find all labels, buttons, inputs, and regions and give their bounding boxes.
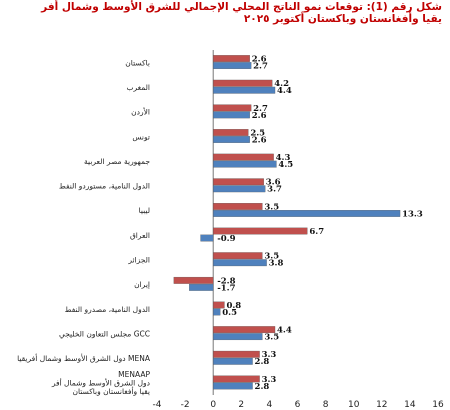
bar (213, 160, 277, 168)
bar (213, 308, 221, 316)
x-tick-label: 10 (348, 400, 360, 410)
data-label: 0.5 (222, 308, 237, 318)
category-label: جمهورية مصر العربية (84, 157, 150, 166)
bar (213, 55, 250, 62)
category-label: دول الشرق الأوسط وشمال أفر (51, 378, 150, 388)
data-label: 2.8 (255, 382, 270, 392)
data-label: 2.7 (253, 62, 268, 72)
category-label: مجلس التعاون الخليجي GCC (59, 329, 150, 338)
bar (213, 252, 263, 260)
category-label: الجزائر (127, 255, 150, 264)
category-label: الدول النامية، مستوردو النفط (59, 182, 150, 191)
category-label: تونس (132, 132, 150, 141)
x-tick-label: 4 (267, 400, 273, 410)
bar (213, 301, 225, 309)
bar (213, 350, 260, 358)
x-tick-label: 6 (295, 400, 301, 410)
data-label: 3.3 (262, 350, 277, 360)
data-label: 4.4 (277, 86, 292, 96)
category-label: المغرب (126, 83, 150, 92)
data-label: 3.8 (269, 259, 284, 269)
bar (213, 111, 250, 119)
bar (213, 382, 253, 390)
bar (213, 153, 274, 161)
data-label: 3.6 (266, 178, 281, 188)
bar (200, 234, 214, 242)
data-label: 4.4 (277, 326, 292, 336)
bar (213, 62, 252, 69)
x-tick-label: 0 (210, 400, 216, 410)
data-label: -2.8 (217, 276, 235, 286)
bar (173, 276, 214, 284)
data-label: 6.7 (309, 227, 324, 237)
data-label: -1.7 (217, 283, 235, 293)
bar (213, 104, 252, 112)
data-label: 2.7 (253, 104, 268, 114)
data-label: 4.3 (276, 153, 291, 163)
bar (213, 210, 401, 217)
bar (213, 259, 267, 267)
bar (213, 326, 276, 334)
category-label: باكستان (125, 58, 150, 67)
data-label: 2.8 (255, 357, 270, 367)
bar (213, 333, 263, 341)
data-label: 3.3 (262, 375, 277, 385)
data-label: -0.9 (217, 234, 235, 244)
data-label: 3.5 (264, 202, 279, 212)
data-label: 2.6 (252, 135, 267, 145)
bar (213, 79, 273, 87)
data-label: 4.5 (278, 160, 293, 170)
category-label: الدول النامية، مصدرو النفط (65, 305, 150, 314)
data-label: 3.5 (264, 252, 279, 262)
data-label: 3.7 (267, 185, 282, 195)
x-tick-label: -2 (181, 400, 190, 410)
x-tick-label: 8 (323, 400, 329, 410)
data-label: 2.5 (250, 128, 265, 138)
bar (213, 227, 308, 235)
data-label: 2.6 (252, 55, 267, 65)
chart-title-line-1: شكل رقم (1): توقعات نمو الناتج المحلي ال… (41, 1, 442, 13)
category-label: الأردن (131, 107, 150, 117)
category-label: يقيا وأفغانستان وباكستان (72, 386, 150, 396)
bar (213, 129, 249, 136)
x-tick-label: 2 (238, 400, 244, 410)
category-label: MENAAP (118, 370, 150, 379)
data-label: 3.5 (264, 333, 279, 343)
data-label: 4.2 (274, 79, 289, 89)
bar (213, 375, 260, 383)
bar (213, 357, 253, 365)
category-label: دول الشرق الأوسط وشمال أفريقيا MENA (17, 353, 151, 363)
data-label: 0.8 (226, 301, 241, 311)
category-label: العراق (130, 231, 150, 240)
bar (213, 185, 266, 193)
category-label: إيران (134, 280, 150, 289)
x-tick-label: -4 (153, 400, 162, 410)
bar (213, 86, 276, 94)
data-label: 2.6 (252, 111, 267, 121)
bar (213, 136, 250, 143)
bar (189, 283, 214, 291)
bar (213, 178, 264, 186)
data-label: 13.3 (402, 209, 423, 219)
chart-title-line-2: يقيا وأفغانستان وباكستان أكتوبر ٢٠٢٥ (243, 13, 442, 25)
x-tick-label: 12 (376, 400, 387, 410)
x-tick-label: 16 (432, 400, 444, 410)
x-tick-label: 14 (404, 400, 416, 410)
bar (213, 203, 263, 210)
category-label: ليبيا (139, 206, 150, 215)
